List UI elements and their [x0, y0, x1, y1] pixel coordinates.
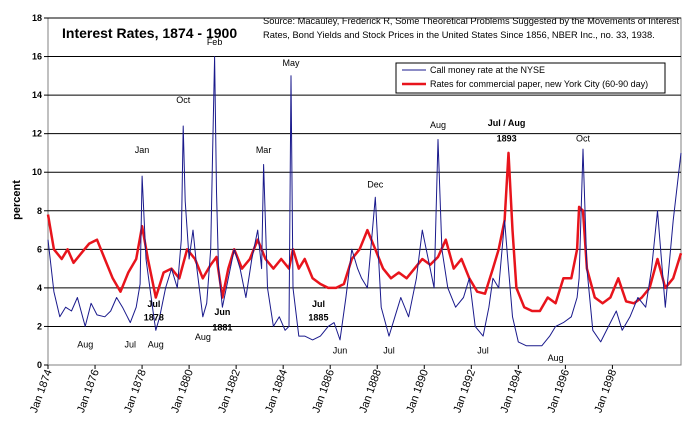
x-tick-label: Jan 1880 [169, 368, 196, 415]
x-tick-label: Jan 1892 [451, 368, 478, 415]
legend: Call money rate at the NYSE Rates for co… [395, 62, 666, 94]
x-tick-label: Jan 1896 [545, 368, 572, 415]
annotation-label: Aug [548, 353, 564, 363]
annotation-label: Jun [333, 345, 348, 355]
annotation-label: Jul [312, 299, 325, 309]
legend-label-commercial-paper: Rates for commercial paper, new York Cit… [430, 79, 648, 89]
y-tick-label: 4 [37, 283, 42, 293]
y-tick-label: 14 [32, 90, 42, 100]
y-axis-label: percent [11, 180, 23, 220]
annotation-label: Jul [125, 340, 137, 350]
annotation-label: Mar [256, 145, 272, 155]
x-tick-label: Jan 1874 [28, 368, 55, 415]
legend-label-call-money: Call money rate at the NYSE [430, 65, 545, 75]
annotation-label: Oct [176, 95, 191, 105]
y-tick-label: 12 [32, 129, 42, 139]
source-note-box: Source: Macauley, Frederick R, Some Theo… [263, 16, 680, 40]
y-tick-label: 10 [32, 167, 42, 177]
x-tick-label: Jan 1898 [592, 368, 619, 415]
y-tick-label: 16 [32, 52, 42, 62]
y-tick-label: 18 [32, 13, 42, 23]
annotation-label: Oct [576, 133, 591, 143]
series-line-call-money [47, 56, 682, 347]
y-tick-label: 0 [37, 360, 42, 370]
annotation-label: Jan [135, 145, 150, 155]
x-axis-ticks: Jan 1874 Jan 1876 Jan 1878 Jan 1880 Jan 1882… [28, 365, 619, 415]
annotation-label: 1885 [308, 313, 328, 323]
annotation-label: Aug [148, 340, 164, 350]
annotation-label: Jul [477, 345, 489, 355]
annotation-label: Aug [430, 120, 446, 130]
x-tick-label: Jan 1876 [75, 368, 102, 415]
y-axis-ticks: 0 2 4 6 8 10 12 14 16 18 [32, 13, 48, 370]
annotation-label: 1878 [144, 313, 164, 323]
series-line-commercial-paper [46, 151, 683, 313]
annotation-layer: Jan Oct Feb Mar May Dec Aug Oct Jul / Aug 1893 Jul… [77, 37, 590, 363]
source-note: Source: Macauley, Frederick R, Some Theo… [263, 16, 680, 40]
legend-box [395, 62, 666, 94]
y-tick-label: 6 [37, 244, 42, 254]
x-tick-label: Jan 1888 [357, 368, 384, 415]
annotation-label: Jul [147, 299, 160, 309]
annotation-label: 1893 [497, 133, 517, 143]
annotation-label: 1881 [212, 322, 232, 332]
annotation-label: Feb [207, 37, 223, 47]
annotation-label: May [283, 58, 301, 68]
y-tick-label: 2 [37, 321, 42, 331]
annotation-label: Jul / Aug [488, 118, 526, 128]
chart-title: Interest Rates, 1874 - 1900 [62, 25, 237, 41]
annotation-label: Jul [383, 345, 395, 355]
series-layer [46, 56, 683, 347]
x-tick-label: Jan 1886 [310, 368, 337, 415]
x-tick-label: Jan 1894 [498, 368, 525, 415]
annotation-label: Aug [77, 340, 93, 350]
x-tick-label: Jan 1878 [122, 368, 149, 415]
annotation-label: Dec [367, 180, 384, 190]
annotation-label: Aug [195, 332, 211, 342]
y-tick-label: 8 [37, 206, 42, 216]
x-tick-label: Jan 1890 [404, 368, 431, 415]
x-tick-label: Jan 1884 [263, 368, 290, 415]
x-tick-label: Jan 1882 [216, 368, 243, 415]
annotation-label: Jun [214, 307, 230, 317]
